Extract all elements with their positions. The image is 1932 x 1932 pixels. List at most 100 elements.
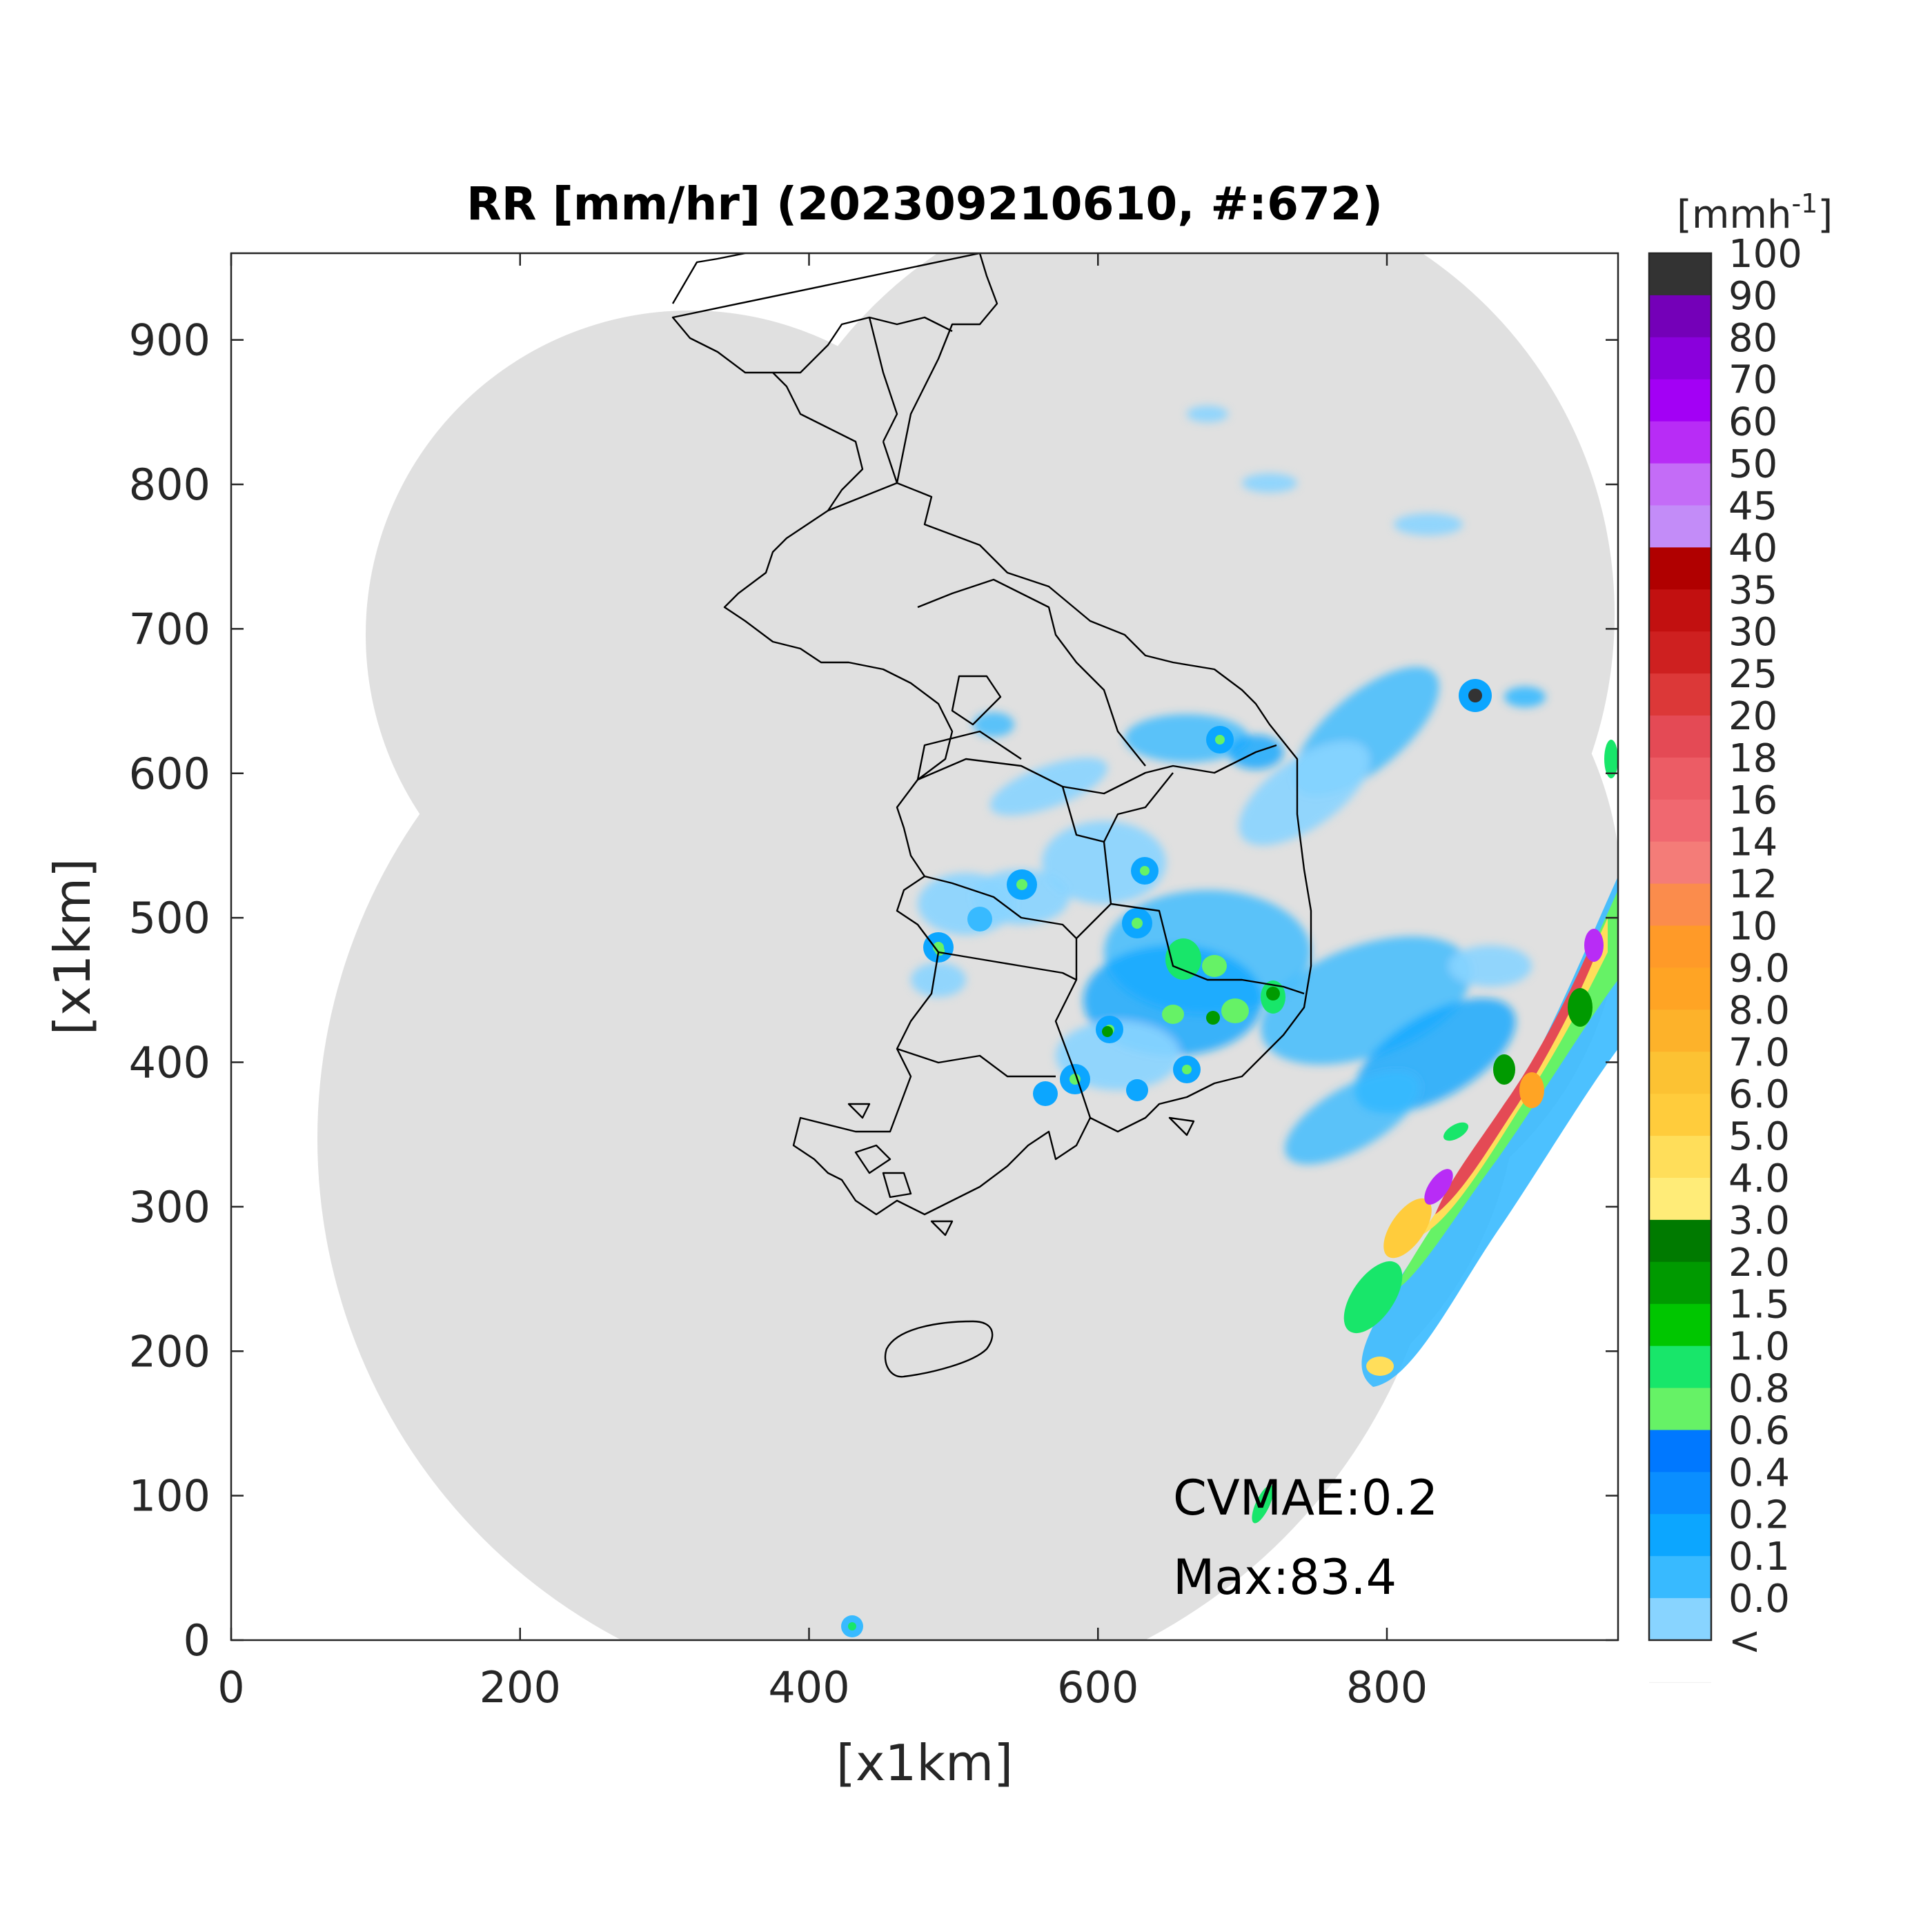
band-cell [1343, 1261, 1403, 1334]
x-tick-label: 600 [1057, 1662, 1138, 1713]
band-cell [1493, 1054, 1515, 1085]
internal-boundary [896, 1047, 1056, 1078]
colorbar-tick-label: 70 [1728, 358, 1777, 403]
colorbar-frame [1648, 252, 1713, 1642]
colorbar-tick-label: 20 [1728, 694, 1777, 739]
peninsula-outline [671, 253, 1312, 1216]
rain-patch [989, 758, 1108, 816]
x-tick-label: 400 [768, 1662, 849, 1713]
colorbar-tick-label: 0.6 [1728, 1408, 1790, 1453]
colorbar-tick-label: 1.5 [1728, 1283, 1790, 1328]
colorbar-band [1649, 253, 1711, 296]
rain-patch [1394, 513, 1463, 535]
rain-core [1165, 938, 1201, 980]
band-red [1435, 938, 1594, 1214]
colorbar-tick-label: 1.0 [1728, 1325, 1790, 1370]
band-cell [1604, 740, 1618, 778]
y-axis-ticks: 0 100 200 300 400 500 600 700 800 900 [129, 315, 1618, 1666]
colorbar-tick-label: 16 [1728, 778, 1777, 823]
precipitation-layer [841, 406, 1618, 1637]
rain-core [1162, 1005, 1184, 1024]
colorbar-tick-label: 60 [1728, 400, 1777, 445]
colorbar-band [1649, 505, 1711, 548]
internal-boundary [917, 578, 1146, 767]
radar-site-echo [1182, 1065, 1192, 1074]
colorbar-tick-label: 80 [1728, 316, 1777, 361]
internal-boundary [924, 875, 1077, 939]
colorbar-band [1649, 1346, 1711, 1389]
colorbar-tick-label: 3.0 [1728, 1199, 1790, 1243]
colorbar-unit-superscript: -1 [1791, 188, 1817, 219]
y-tick-label: 300 [129, 1182, 210, 1232]
x-tick-label: 800 [1346, 1662, 1428, 1713]
rain-patch [1285, 1071, 1420, 1165]
island [1168, 1116, 1195, 1136]
moderate-rain-cores [841, 679, 1492, 1637]
max-annotation: Max:83.4 [1173, 1549, 1397, 1606]
radar-site-echo [1206, 1011, 1220, 1025]
x-tick-label: 0 [217, 1662, 244, 1713]
internal-boundary [773, 316, 953, 374]
coastline-borders [671, 253, 1312, 1378]
colorbar: [mmh-1] 10090807060504540353025201816141… [1648, 188, 1833, 1683]
colorbar-tick-label: 0.1 [1728, 1535, 1790, 1579]
y-tick-label: 700 [129, 604, 210, 654]
rain-patch [973, 712, 1014, 737]
rain-patch [1242, 473, 1297, 493]
band-cell [1252, 1485, 1274, 1524]
colorbar-band [1649, 1219, 1711, 1263]
colorbar-tick-label: 100 [1728, 232, 1802, 277]
colorbar-band [1649, 841, 1711, 885]
colorbar-band [1649, 799, 1711, 842]
radar-site-echo [967, 907, 992, 931]
colorbar-band [1649, 1261, 1711, 1305]
colorbar-tick-label: 40 [1728, 526, 1777, 571]
colorbar-band [1649, 1052, 1711, 1094]
rain-patch [911, 963, 966, 997]
colorbar-tick-label: 0.8 [1728, 1367, 1790, 1412]
colorbar-tick-label: 5.0 [1728, 1114, 1790, 1159]
radar-site-echo [848, 1622, 856, 1630]
radar-site-echo [1033, 1081, 1058, 1106]
rain-patch [1187, 406, 1228, 422]
y-tick-label: 500 [129, 893, 210, 943]
colorbar-band [1649, 1178, 1711, 1221]
rain-patch [918, 873, 1014, 935]
radar-coverage [317, 253, 1618, 1640]
colorbar-tick-label: < [1728, 1619, 1761, 1664]
x-axis-ticks: 0 200 400 600 800 [217, 253, 1428, 1713]
colorbar-unit-label: [mmh-1] [1677, 188, 1833, 237]
internal-boundary [917, 744, 1277, 795]
y-tick-label: 800 [129, 460, 210, 510]
colorbar-band [1649, 337, 1711, 380]
colorbar-tick-label: 30 [1728, 610, 1777, 655]
rain-patch [1504, 687, 1546, 707]
colorbar-band [1649, 757, 1711, 800]
y-tick-label: 0 [184, 1615, 210, 1666]
internal-boundary [916, 730, 1022, 780]
internal-boundary [827, 482, 898, 512]
colorbar-band [1649, 1556, 1711, 1599]
plot-area [231, 253, 1618, 1640]
band-outer [1361, 876, 1618, 1387]
radar-site-echo [1140, 866, 1150, 876]
island [930, 1220, 954, 1236]
chart-title: RR [mm/hr] (202309210610, #:672) [466, 177, 1383, 230]
colorbar-band [1649, 631, 1711, 674]
radar-site-echo [1468, 689, 1482, 702]
internal-boundary [1110, 903, 1305, 995]
colorbar-tick-label: 25 [1728, 652, 1777, 697]
internal-boundary [868, 317, 898, 484]
radar-site-echo [1102, 1026, 1113, 1037]
x-axis-label: [x1km] [836, 1734, 1013, 1792]
colorbar-tick-label: 0.2 [1728, 1492, 1790, 1537]
y-tick-label: 900 [129, 315, 210, 366]
colorbar-tick-label: 18 [1728, 736, 1777, 781]
rain-core [1202, 955, 1227, 977]
island [882, 1172, 912, 1199]
radar-site-echo [1016, 879, 1027, 890]
colorbar-tick-label: 9.0 [1728, 946, 1790, 991]
light-rain-east [1187, 406, 1546, 1165]
internal-boundary [951, 675, 1002, 726]
colorbar-tick-label: 90 [1728, 274, 1777, 319]
